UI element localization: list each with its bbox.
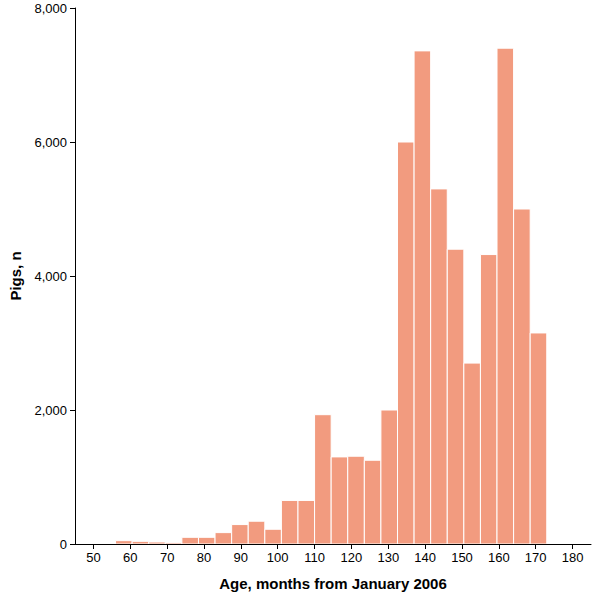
svg-text:80: 80 xyxy=(197,550,211,565)
svg-text:130: 130 xyxy=(377,550,399,565)
svg-text:0: 0 xyxy=(60,537,67,552)
svg-text:150: 150 xyxy=(451,550,473,565)
svg-text:2,000: 2,000 xyxy=(34,403,67,418)
svg-text:4,000: 4,000 xyxy=(34,269,67,284)
svg-text:8,000: 8,000 xyxy=(34,1,67,16)
svg-text:6,000: 6,000 xyxy=(34,135,67,150)
svg-text:90: 90 xyxy=(234,550,248,565)
svg-text:160: 160 xyxy=(488,550,510,565)
svg-text:100: 100 xyxy=(267,550,289,565)
svg-text:110: 110 xyxy=(304,550,325,565)
svg-text:60: 60 xyxy=(123,550,137,565)
svg-text:140: 140 xyxy=(414,550,436,565)
svg-text:70: 70 xyxy=(160,550,174,565)
svg-text:170: 170 xyxy=(525,550,547,565)
svg-text:180: 180 xyxy=(562,550,584,565)
svg-text:Age, months from January 2006: Age, months from January 2006 xyxy=(219,575,447,592)
svg-text:120: 120 xyxy=(341,550,363,565)
svg-text:Pigs, n: Pigs, n xyxy=(7,251,24,300)
svg-text:50: 50 xyxy=(86,550,100,565)
